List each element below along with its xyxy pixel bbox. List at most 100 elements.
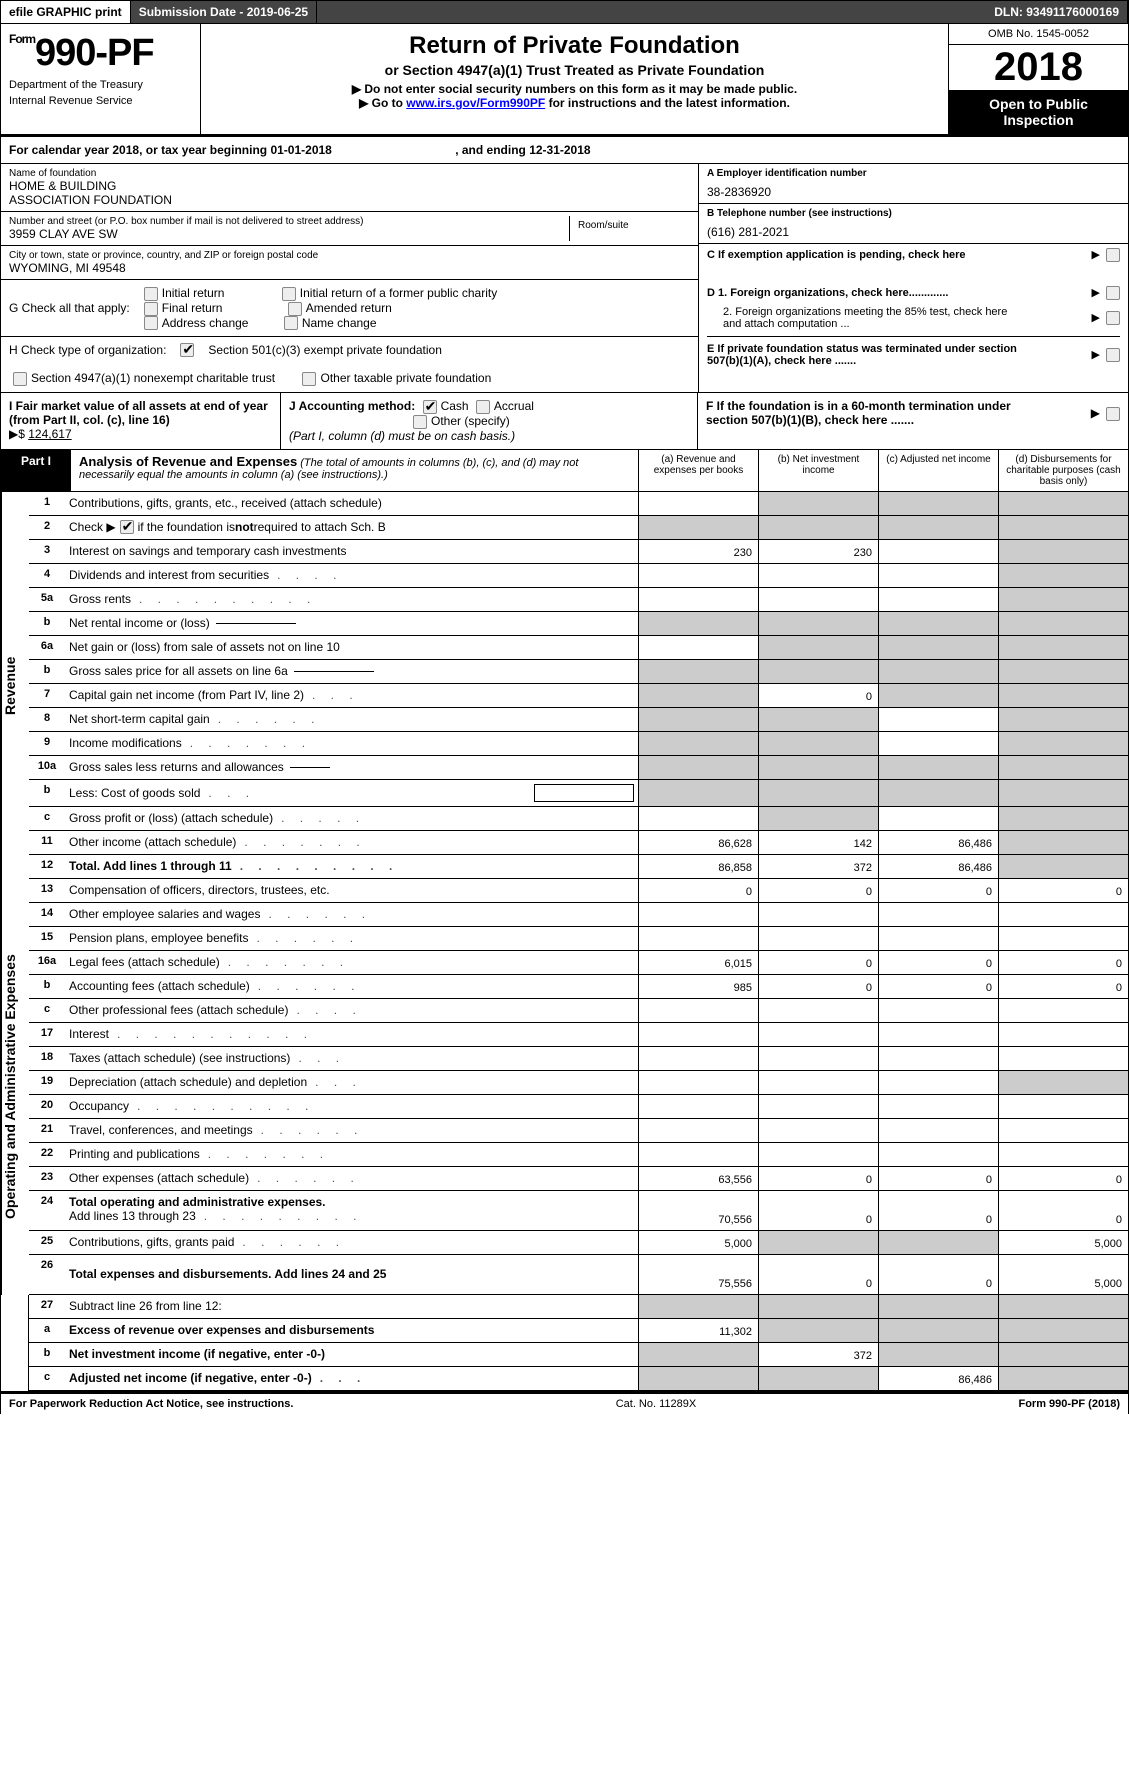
r23d: 0: [998, 1167, 1128, 1190]
row-27: 27Subtract line 26 from line 12:: [29, 1295, 1128, 1319]
r24-desc: Total operating and administrative expen…: [65, 1191, 638, 1230]
cb-other-tax[interactable]: [302, 372, 316, 386]
addr-cell: Number and street (or P.O. box number if…: [9, 216, 570, 241]
row-20: 20Occupancy. . . . . . . . . .: [29, 1095, 1128, 1119]
addr-label: Number and street (or P.O. box number if…: [9, 216, 569, 227]
r11t: Other income (attach schedule): [69, 835, 236, 849]
r16ad: 0: [998, 951, 1128, 974]
r12a: 86,858: [638, 855, 758, 878]
f-checkbox[interactable]: [1106, 407, 1120, 421]
addr-val: 3959 CLAY AVE SW: [9, 227, 569, 241]
row-27a: aExcess of revenue over expenses and dis…: [29, 1319, 1128, 1343]
city-val: WYOMING, MI 49548: [9, 261, 690, 275]
city-label: City or town, state or province, country…: [9, 250, 690, 261]
cb-501c3[interactable]: [180, 343, 194, 357]
d1-checkbox[interactable]: [1106, 286, 1120, 300]
r11a: 86,628: [638, 831, 758, 854]
form-sub1: or Section 4947(a)(1) Trust Treated as P…: [209, 62, 940, 78]
cb-cash[interactable]: [423, 400, 437, 414]
calendar-year: For calendar year 2018, or tax year begi…: [0, 137, 1129, 164]
row-6b: bGross sales price for all assets on lin…: [29, 660, 1128, 684]
header-right: OMB No. 1545-0052 2018 Open to Public In…: [948, 24, 1128, 134]
cb-schb[interactable]: [120, 520, 134, 534]
row-23: 23Other expenses (attach schedule). . . …: [29, 1167, 1128, 1191]
part1-desc: Analysis of Revenue and Expenses (The to…: [71, 450, 638, 491]
cb-initial[interactable]: [144, 287, 158, 301]
row-12: 12Total. Add lines 1 through 11. . . . .…: [29, 855, 1128, 879]
j-cell: J Accounting method: Cash Accrual Other …: [281, 393, 698, 449]
part1-title: Analysis of Revenue and Expenses: [79, 454, 297, 469]
sub-date-val: 2019-06-25: [247, 5, 308, 19]
col-c-header: (c) Adjusted net income: [878, 450, 998, 491]
cb-other[interactable]: [413, 415, 427, 429]
ein-cell: A Employer identification number 38-2836…: [699, 164, 1128, 204]
c-checkbox[interactable]: [1106, 248, 1120, 262]
r14t: Other employee salaries and wages: [69, 907, 260, 921]
cal-prefix: For calendar year 2018, or tax year begi…: [9, 143, 270, 157]
side-expenses: Operating and Administrative Expenses: [1, 879, 29, 1295]
open-inspection: Open to Public Inspection: [949, 90, 1128, 134]
sub2b: ▶ Go to: [359, 96, 406, 110]
r11b: 142: [758, 831, 878, 854]
r21t: Travel, conferences, and meetings: [69, 1123, 253, 1137]
cb-final[interactable]: [144, 302, 158, 316]
footer-left: For Paperwork Reduction Act Notice, see …: [9, 1398, 293, 1410]
dept1: Department of the Treasury: [9, 79, 192, 91]
r24a: 70,556: [638, 1191, 758, 1230]
j-o1: Cash: [441, 399, 469, 413]
r16aa: 6,015: [638, 951, 758, 974]
room-label: Room/suite: [578, 220, 682, 231]
h-row: H Check type of organization: Section 50…: [1, 337, 698, 392]
cb-4947[interactable]: [13, 372, 27, 386]
info-right: A Employer identification number 38-2836…: [698, 164, 1128, 280]
r27cc: 86,486: [878, 1367, 998, 1390]
form-sub2: ▶ Do not enter social security numbers o…: [209, 82, 940, 110]
f-cell: F If the foundation is in a 60-month ter…: [698, 393, 1128, 449]
top-bar: efile GRAPHIC print Submission Date - 20…: [0, 0, 1129, 24]
row27-rows: 27Subtract line 26 from line 12: aExcess…: [29, 1295, 1128, 1391]
revenue-rows: 1Contributions, gifts, grants, etc., rec…: [29, 492, 1128, 879]
r16bd: 0: [998, 975, 1128, 998]
row-15: 15Pension plans, employee benefits. . . …: [29, 927, 1128, 951]
r13b: 0: [758, 879, 878, 902]
r7b: 0: [758, 684, 878, 707]
row-18: 18Taxes (attach schedule) (see instructi…: [29, 1047, 1128, 1071]
row-27c: cAdjusted net income (if negative, enter…: [29, 1367, 1128, 1391]
top-spacer: [317, 1, 986, 23]
cb-amended[interactable]: [288, 302, 302, 316]
r15t: Pension plans, employee benefits: [69, 931, 248, 945]
r3a: 230: [638, 540, 758, 563]
row-16c: cOther professional fees (attach schedul…: [29, 999, 1128, 1023]
cb-initial-former[interactable]: [282, 287, 296, 301]
h-o2: Section 4947(a)(1) nonexempt charitable …: [31, 371, 275, 385]
r23-desc: Other expenses (attach schedule). . . . …: [65, 1167, 638, 1190]
room-cell: Room/suite: [570, 216, 690, 241]
e-row: E If private foundation status was termi…: [707, 336, 1120, 367]
r24d: 0: [998, 1191, 1128, 1230]
row-17: 17Interest. . . . . . . . . . .: [29, 1023, 1128, 1047]
city-cell: City or town, state or province, country…: [1, 246, 698, 280]
part1-label: Part I: [1, 450, 71, 491]
r27b-desc: Net investment income (if negative, ente…: [65, 1343, 638, 1366]
r24c: 0: [878, 1191, 998, 1230]
r8-desc: Net short-term capital gain. . . . . .: [65, 708, 638, 731]
irs-link[interactable]: www.irs.gov/Form990PF: [406, 96, 545, 110]
phone-cell: B Telephone number (see instructions) (6…: [699, 204, 1128, 244]
dept2: Internal Revenue Service: [9, 95, 192, 107]
sub-date: Submission Date - 2019-06-25: [131, 1, 317, 23]
footer: For Paperwork Reduction Act Notice, see …: [0, 1394, 1129, 1414]
d2-checkbox[interactable]: [1106, 311, 1120, 325]
header-left: Form990-PF Department of the Treasury In…: [1, 24, 201, 134]
name1: HOME & BUILDING: [9, 179, 690, 193]
form-header: Form990-PF Department of the Treasury In…: [0, 24, 1129, 137]
e-checkbox[interactable]: [1106, 348, 1120, 362]
cb-accrual[interactable]: [476, 400, 490, 414]
dln-val: 93491176000169: [1026, 5, 1119, 19]
c-label: C If exemption application is pending, c…: [707, 249, 966, 261]
cb-name-change[interactable]: [284, 316, 298, 330]
r6b-desc: Gross sales price for all assets on line…: [65, 660, 638, 683]
cb-addr-change[interactable]: [144, 316, 158, 330]
d2-row: 2. Foreign organizations meeting the 85%…: [707, 306, 1120, 330]
r5a-desc: Gross rents. . . . . . . . . .: [65, 588, 638, 611]
r16ac: 0: [878, 951, 998, 974]
